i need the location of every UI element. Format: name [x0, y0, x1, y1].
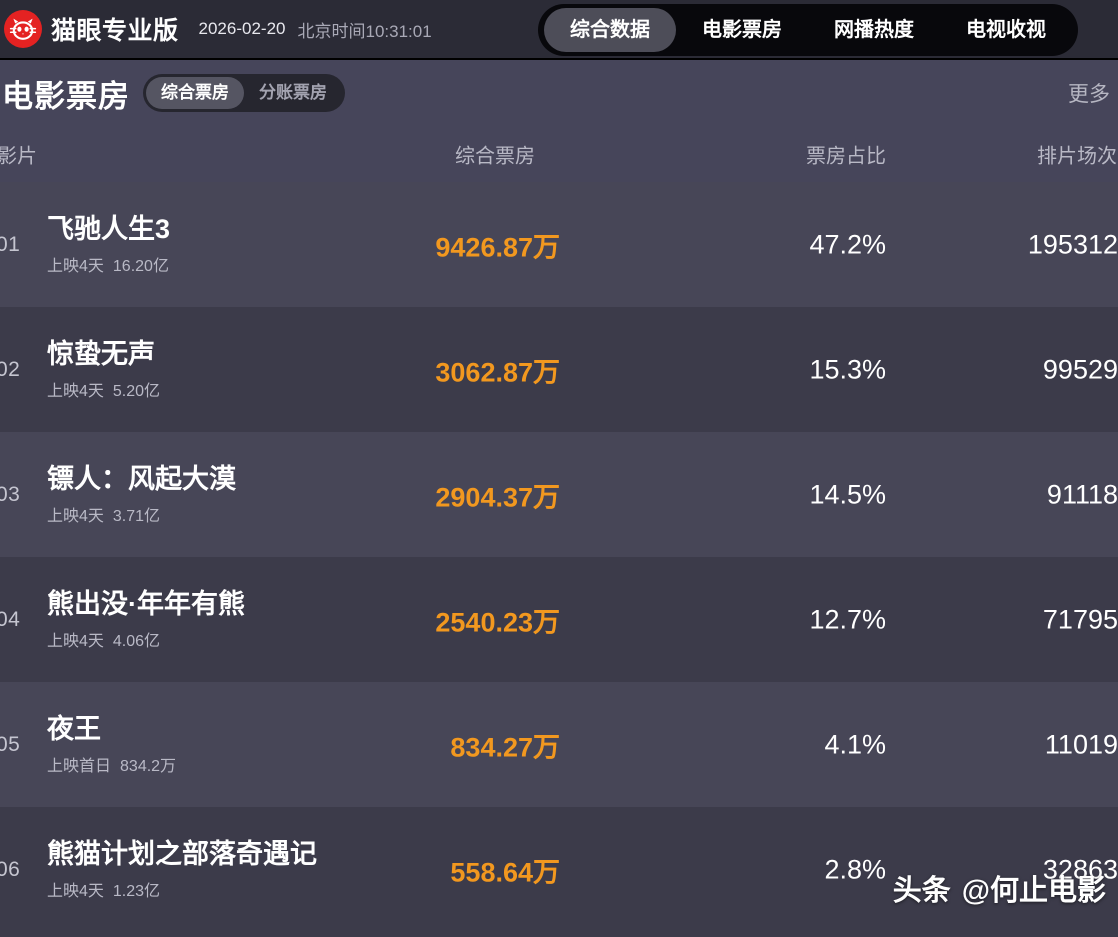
cumulative-gross: 3.71亿: [112, 507, 161, 525]
tab-web-heat[interactable]: 网播热度: [834, 19, 914, 41]
boxoffice-table: 影片 综合票房 票房占比 排片场次 01 飞驰人生3 上映4天 16.20亿 94…: [0, 126, 1118, 932]
film-info: 飞驰人生3 上映4天 16.20亿: [47, 213, 170, 275]
show-count: 71795: [1042, 604, 1118, 634]
column-header-shows: 排片场次: [1037, 145, 1117, 168]
table-row[interactable]: 02 惊蛰无声 上映4天 5.20亿 3062.87万 15.3% 99529: [0, 307, 1118, 432]
table-row[interactable]: 05 夜王 上映首日 834.2万 834.27万 4.1% 11019: [0, 682, 1118, 807]
rank-number: 04: [0, 607, 21, 631]
release-days: 上映首日: [47, 757, 112, 775]
tab-comprehensive-data[interactable]: 综合数据: [544, 8, 676, 52]
film-title: 夜王: [47, 713, 101, 744]
table-row[interactable]: 01 飞驰人生3 上映4天 16.20亿 9426.87万 47.2% 19531…: [0, 182, 1118, 307]
table-column-headers: 影片 综合票房 票房占比 排片场次: [0, 126, 1118, 182]
show-count: 11019: [1044, 729, 1118, 759]
film-subinfo: 上映4天 1.23亿: [47, 877, 317, 901]
segment-split-boxoffice[interactable]: 分账票房: [259, 83, 327, 102]
film-title: 惊蛰无声: [47, 338, 155, 369]
rank-number: 05: [0, 732, 21, 756]
film-title: 熊出没·年年有熊: [47, 588, 245, 619]
table-row[interactable]: 06 熊猫计划之部落奇遇记 上映4天 1.23亿 558.64万 2.8% 328…: [0, 807, 1118, 932]
film-info: 夜王 上映首日 834.2万: [47, 713, 176, 775]
show-count: 195312: [1027, 229, 1118, 259]
rank-number: 06: [0, 857, 21, 881]
current-date: 2026-02-20: [198, 19, 286, 38]
cumulative-gross: 5.20亿: [112, 382, 161, 400]
film-title: 飞驰人生3: [47, 213, 171, 244]
section-header: 电影票房 综合票房 分账票房 更多: [0, 60, 1118, 126]
column-header-share: 票房占比: [806, 145, 886, 168]
show-count: 91118: [1046, 479, 1118, 509]
film-title: 镖人：风起大漠: [47, 463, 236, 494]
release-days: 上映4天: [47, 382, 104, 400]
maoyan-cat-logo-icon: [4, 10, 42, 48]
boxoffice-share: 2.8%: [824, 854, 886, 884]
daily-gross: 2904.37万: [435, 482, 560, 512]
cumulative-gross: 1.23亿: [112, 882, 161, 900]
boxoffice-share: 47.2%: [809, 229, 886, 259]
show-count: 99529: [1042, 354, 1118, 384]
daily-gross: 834.27万: [450, 732, 560, 762]
film-subinfo: 上映首日 834.2万: [47, 752, 176, 776]
film-info: 惊蛰无声 上映4天 5.20亿: [47, 338, 160, 400]
tab-movie-boxoffice[interactable]: 电影票房: [702, 19, 782, 41]
release-days: 上映4天: [47, 632, 104, 650]
daily-gross: 2540.23万: [435, 607, 560, 637]
film-subinfo: 上映4天 16.20亿: [47, 252, 170, 276]
cumulative-gross: 834.2万: [120, 757, 177, 775]
boxoffice-share: 4.1%: [824, 729, 886, 759]
brand-name: 猫眼专业版: [51, 17, 179, 45]
main-nav-tabs: 综合数据 电影票房 网播热度 电视收视: [538, 4, 1078, 56]
brand: 猫眼专业版 2026-02-20 北京时间10:31:01: [0, 10, 432, 48]
daily-gross: 3062.87万: [435, 357, 560, 387]
rank-number: 03: [0, 482, 21, 506]
tab-tv-ratings[interactable]: 电视收视: [966, 19, 1046, 41]
column-header-gross: 综合票房: [455, 145, 535, 168]
release-days: 上映4天: [47, 507, 104, 525]
daily-gross: 9426.87万: [435, 232, 560, 262]
film-subinfo: 上映4天 4.06亿: [47, 627, 245, 651]
more-link[interactable]: 更多: [1068, 83, 1110, 106]
boxoffice-type-toggle: 综合票房 分账票房: [143, 74, 345, 112]
rank-number: 02: [0, 357, 21, 381]
boxoffice-share: 12.7%: [809, 604, 886, 634]
table-row[interactable]: 04 熊出没·年年有熊 上映4天 4.06亿 2540.23万 12.7% 717…: [0, 557, 1118, 682]
film-info: 镖人：风起大漠 上映4天 3.71亿: [47, 463, 236, 525]
page-title: 电影票房: [2, 78, 130, 114]
beijing-time-clock: 北京时间10:31:01: [297, 21, 432, 41]
top-bar: 猫眼专业版 2026-02-20 北京时间10:31:01 综合数据 电影票房 …: [0, 0, 1118, 60]
release-days: 上映4天: [47, 257, 104, 275]
show-count: 32863: [1042, 854, 1118, 884]
film-info: 熊猫计划之部落奇遇记 上映4天 1.23亿: [47, 838, 317, 900]
cumulative-gross: 4.06亿: [112, 632, 161, 650]
release-days: 上映4天: [47, 882, 104, 900]
cumulative-gross: 16.20亿: [112, 257, 169, 275]
film-subinfo: 上映4天 3.71亿: [47, 502, 236, 526]
film-title: 熊猫计划之部落奇遇记: [47, 838, 317, 869]
column-header-film: 影片: [0, 145, 37, 168]
rank-number: 01: [0, 232, 21, 256]
film-info: 熊出没·年年有熊 上映4天 4.06亿: [47, 588, 245, 650]
film-subinfo: 上映4天 5.20亿: [47, 377, 160, 401]
boxoffice-share: 15.3%: [809, 354, 886, 384]
table-row[interactable]: 03 镖人：风起大漠 上映4天 3.71亿 2904.37万 14.5% 9111…: [0, 432, 1118, 557]
boxoffice-share: 14.5%: [809, 479, 886, 509]
daily-gross: 558.64万: [450, 857, 560, 887]
segment-comprehensive-boxoffice[interactable]: 综合票房: [146, 77, 244, 109]
